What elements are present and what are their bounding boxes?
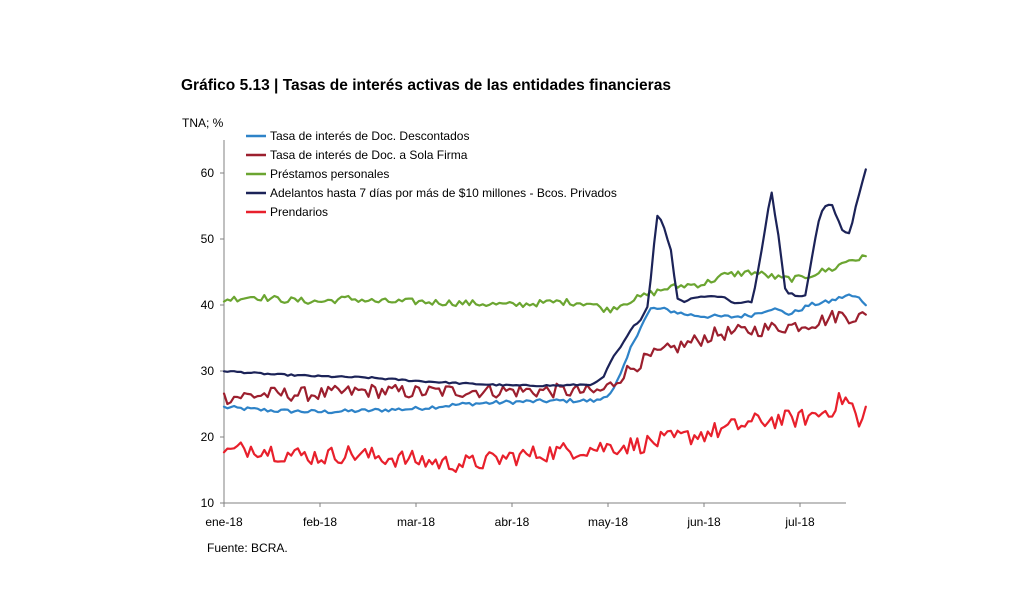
x-tick-label: ene-18 bbox=[205, 515, 243, 529]
x-tick-label: mar-18 bbox=[397, 515, 435, 529]
source-note: Fuente: BCRA. bbox=[207, 541, 288, 555]
x-tick-label: jul-18 bbox=[784, 515, 815, 529]
y-axis-ticks: 10 20 30 40 50 60 bbox=[201, 166, 224, 510]
series-line-2 bbox=[222, 309, 867, 406]
chart-title: Gráfico 5.13 | Tasas de interés activas … bbox=[181, 77, 671, 94]
legend: Tasa de interés de Doc. Descontados Tasa … bbox=[246, 129, 617, 219]
x-axis-ticks: ene-18 feb-18 mar-18 abr-18 may-18 jun-18 jul-… bbox=[205, 503, 815, 529]
legend-entry: Tasa de interés de Doc. Descontados bbox=[270, 129, 469, 143]
y-tick-label: 40 bbox=[201, 298, 215, 312]
y-tick-label: 10 bbox=[201, 496, 215, 510]
x-tick-label: feb-18 bbox=[303, 515, 337, 529]
y-tick-label: 20 bbox=[201, 430, 215, 444]
x-tick-label: jun-18 bbox=[686, 515, 721, 529]
series-line-1 bbox=[222, 293, 867, 415]
legend-entry: Prendarios bbox=[270, 205, 328, 219]
series-line-3 bbox=[222, 254, 867, 314]
unit-label: TNA; % bbox=[182, 116, 224, 130]
series-line-5 bbox=[222, 392, 867, 473]
plot-area: 10 20 30 40 50 60 ene-18 feb-18 mar-18 abr-18 may… bbox=[201, 140, 867, 529]
y-tick-label: 50 bbox=[201, 232, 215, 246]
legend-entry: Préstamos personales bbox=[270, 167, 389, 181]
y-tick-label: 30 bbox=[201, 364, 215, 378]
legend-entry: Adelantos hasta 7 días por más de $10 mi… bbox=[270, 186, 617, 200]
series-lines bbox=[222, 168, 867, 473]
x-tick-label: may-18 bbox=[588, 515, 628, 529]
x-tick-label: abr-18 bbox=[495, 515, 530, 529]
legend-entry: Tasa de interés de Doc. a Sola Firma bbox=[270, 148, 468, 162]
y-tick-label: 60 bbox=[201, 166, 215, 180]
series-line-4 bbox=[222, 168, 867, 388]
